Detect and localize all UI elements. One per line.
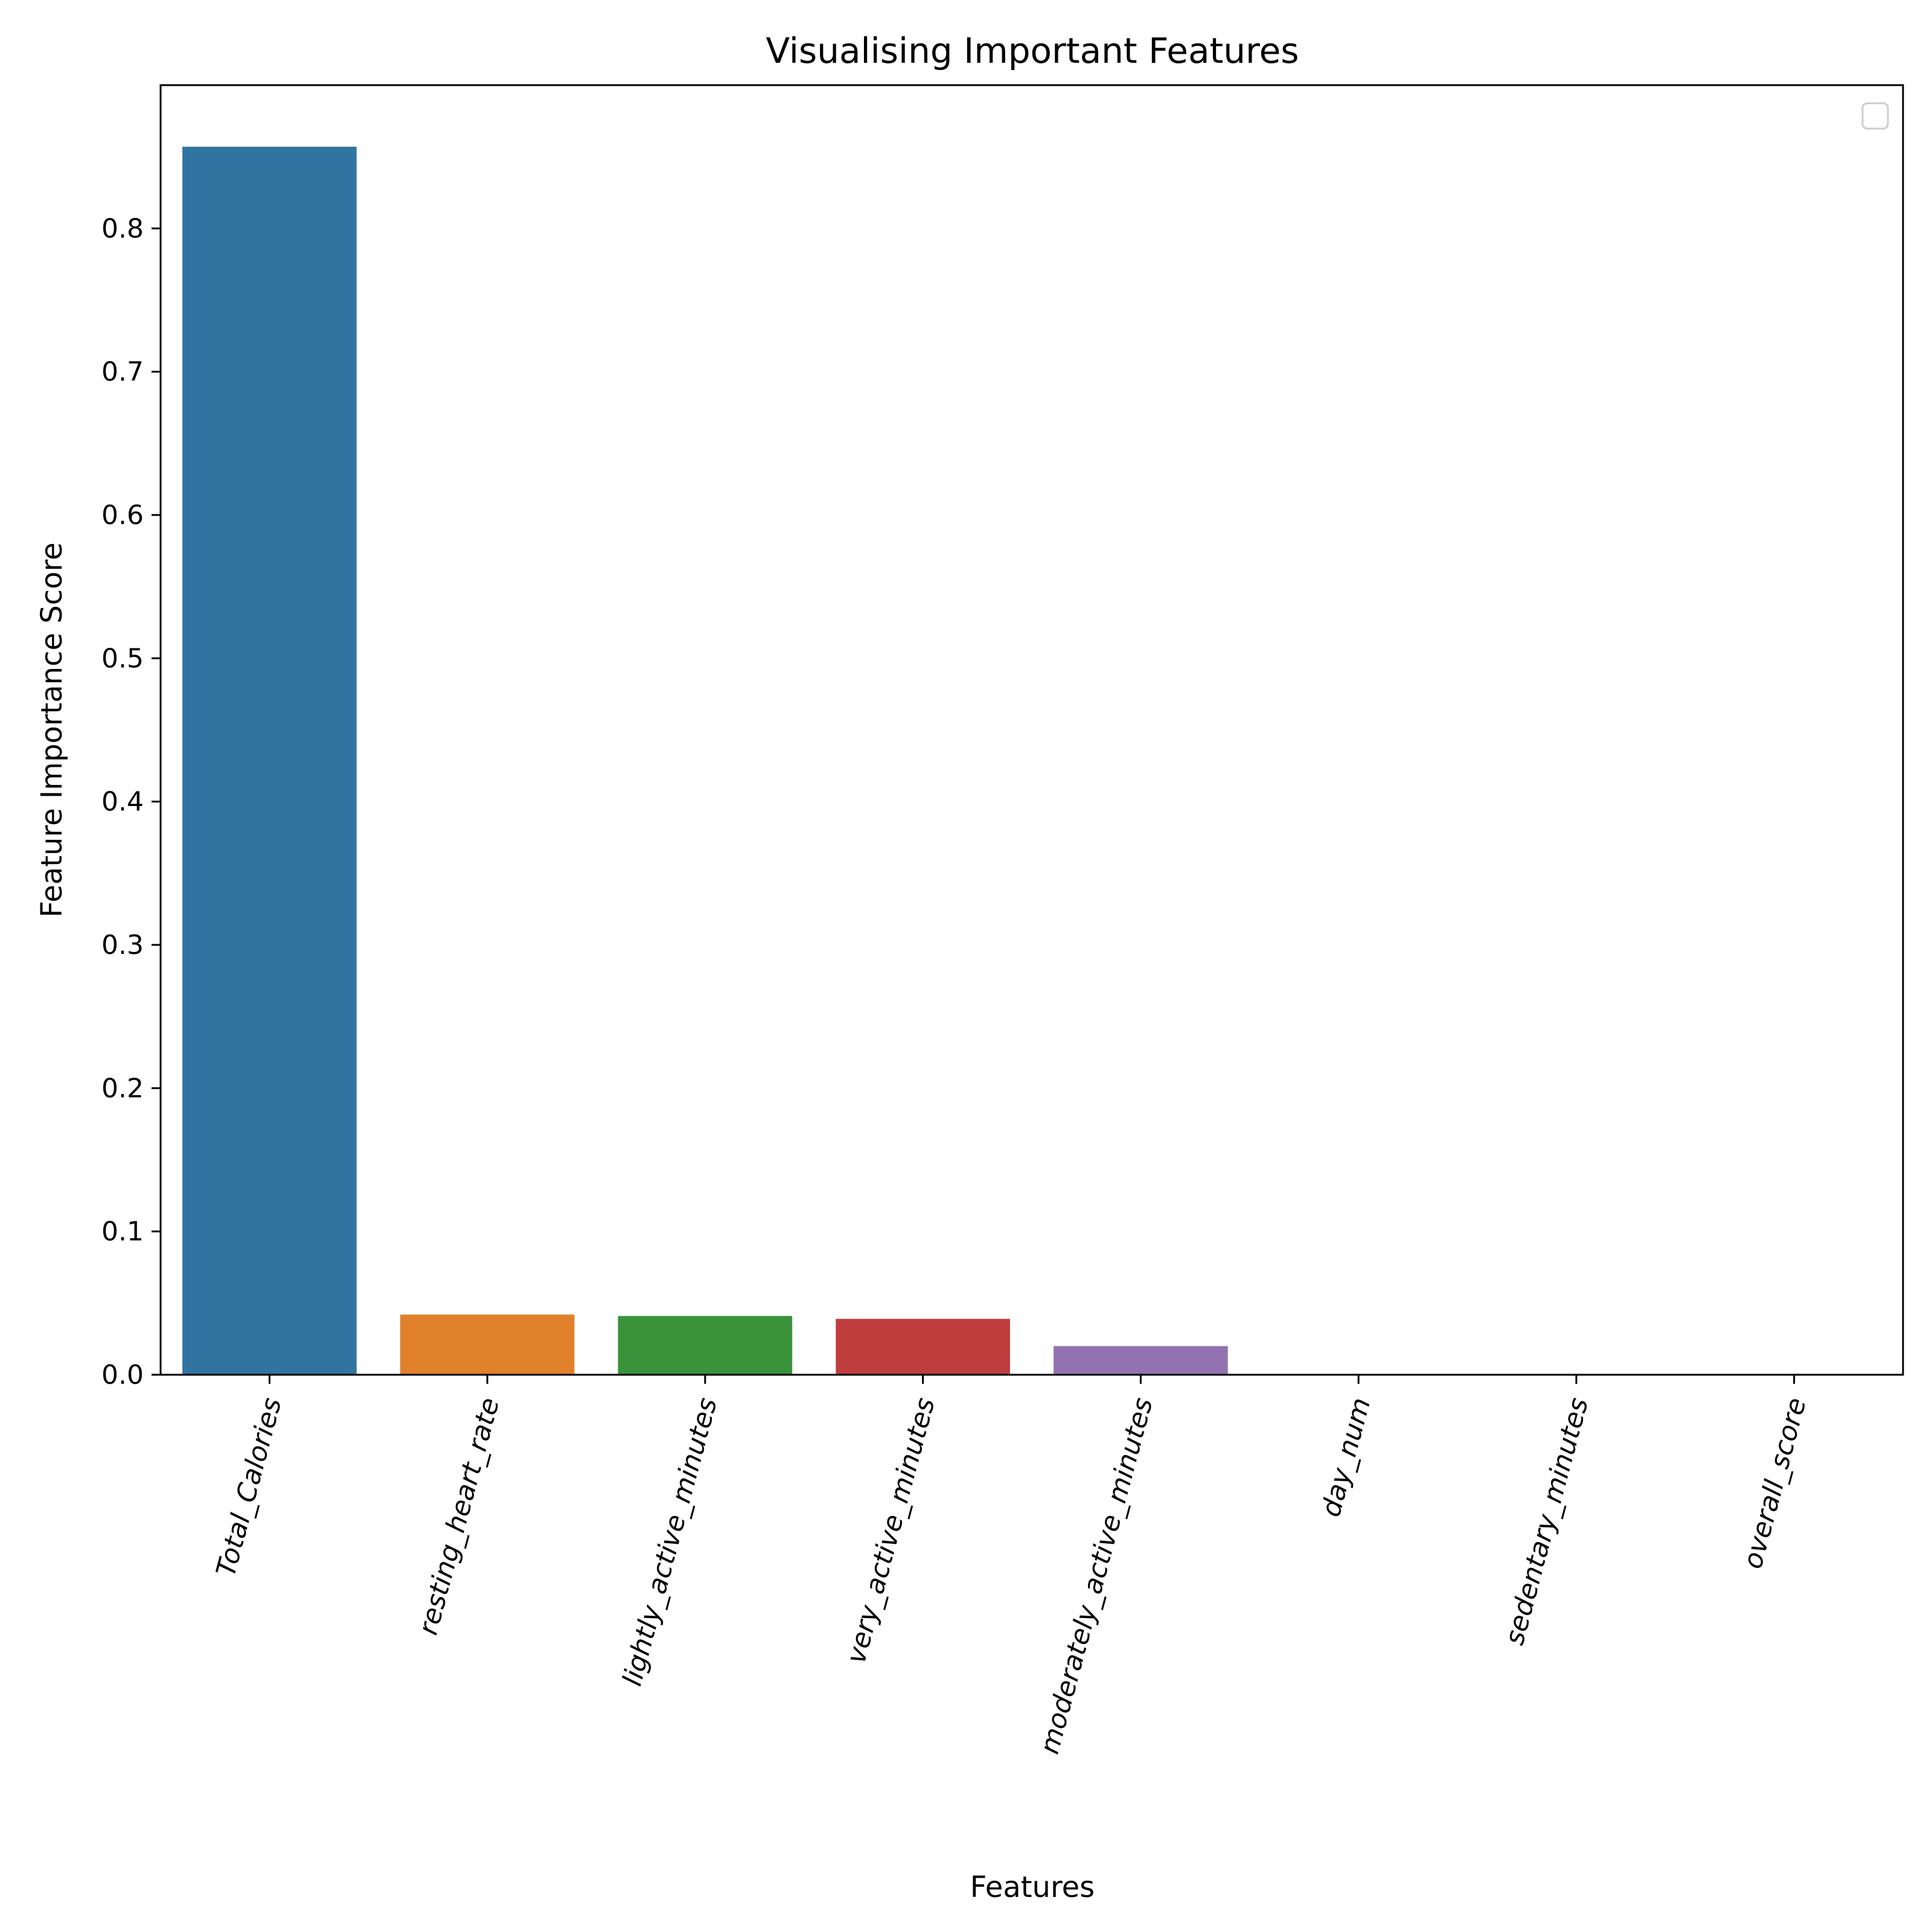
chart-title: Visualising Important Features [766, 30, 1299, 71]
y-tick-label: 0.6 [101, 500, 144, 531]
bar-resting-heart-rate [400, 1314, 575, 1375]
y-tick-label: 0.5 [101, 643, 144, 674]
y-tick-label: 0.7 [101, 357, 144, 388]
y-tick-label: 0.3 [101, 930, 144, 961]
y-tick-label: 0.0 [101, 1360, 144, 1390]
y-tick-label: 0.8 [101, 213, 144, 244]
axes-frame [159, 84, 1904, 1376]
bar-moderately-active-minutes [1054, 1346, 1228, 1375]
y-tick-label: 0.1 [101, 1217, 144, 1247]
y-tick-label: 0.2 [101, 1073, 144, 1104]
y-tick-label: 0.4 [101, 787, 144, 817]
y-axis: 0.0 0.1 0.2 0.3 0.4 0.5 0.6 0.7 0.8 [101, 213, 161, 1390]
bars-group [182, 147, 1228, 1375]
x-axis-label: Features [970, 1870, 1095, 1904]
bar-very-active-minutes [836, 1319, 1010, 1375]
y-axis-label: Feature Importance Score [35, 542, 69, 917]
bar-lightly-active-minutes [618, 1316, 793, 1375]
bar-total-calories [182, 147, 357, 1375]
legend-box [1861, 102, 1889, 130]
